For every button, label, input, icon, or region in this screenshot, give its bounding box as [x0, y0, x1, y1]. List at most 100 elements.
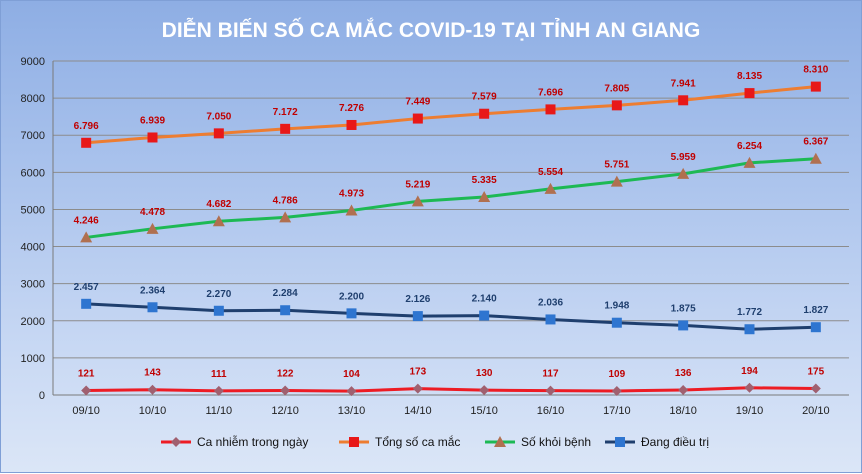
- x-tick-label: 12/10: [271, 405, 299, 417]
- x-tick-label: 16/10: [537, 405, 565, 417]
- data-label: 1.875: [671, 303, 696, 314]
- data-label: 6.367: [803, 137, 828, 148]
- data-label: 4.973: [339, 188, 364, 199]
- data-point: [147, 132, 158, 143]
- series-line: [85, 157, 816, 239]
- data-point: [810, 383, 821, 394]
- data-label: 7.050: [206, 111, 231, 122]
- x-tick-label: 10/10: [139, 405, 167, 417]
- legend-marker: [171, 437, 181, 447]
- data-label: 8.310: [803, 65, 828, 76]
- data-label: 5.335: [472, 175, 497, 186]
- data-point: [412, 311, 423, 322]
- data-point: [412, 113, 423, 124]
- series-line: [86, 85, 816, 145]
- data-point: [744, 382, 755, 393]
- data-point: [545, 385, 556, 396]
- data-label: 5.751: [604, 160, 629, 171]
- data-label: 4.786: [273, 195, 298, 206]
- data-point: [611, 385, 622, 396]
- data-point: [279, 211, 292, 223]
- data-label: 2.284: [273, 288, 298, 299]
- data-label: 2.036: [538, 297, 563, 308]
- data-point: [345, 204, 358, 216]
- data-label: 4.682: [206, 199, 231, 210]
- data-point: [213, 305, 224, 316]
- data-point: [213, 128, 224, 139]
- legend-marker: [615, 437, 625, 447]
- data-point: [678, 95, 689, 106]
- legend-label: Đang điều trị: [641, 435, 709, 449]
- data-label: 4.246: [74, 215, 99, 226]
- data-point: [213, 385, 224, 396]
- data-point: [346, 386, 357, 397]
- data-point: [81, 298, 92, 309]
- data-point: [611, 100, 622, 111]
- data-label: 122: [277, 368, 294, 379]
- data-point: [744, 324, 755, 335]
- data-label: 7.941: [671, 78, 696, 89]
- y-tick-label: 2000: [21, 316, 45, 328]
- legend-label: Tổng số ca mắc: [375, 434, 460, 449]
- data-point: [346, 119, 357, 130]
- legend-marker: [349, 437, 359, 447]
- x-tick-label: 19/10: [736, 405, 764, 417]
- data-label: 5.959: [671, 152, 696, 163]
- data-point: [81, 137, 92, 148]
- data-label: 2.140: [472, 294, 497, 305]
- data-label: 130: [476, 368, 493, 379]
- data-point: [147, 302, 158, 313]
- legend-label: Số khỏi bệnh: [521, 435, 591, 449]
- x-tick-label: 13/10: [338, 405, 366, 417]
- data-label: 8.135: [737, 71, 762, 82]
- legend-marker: [494, 436, 506, 447]
- data-label: 104: [343, 369, 360, 380]
- data-label: 1.948: [604, 301, 629, 312]
- data-point: [280, 385, 291, 396]
- data-label: 1.827: [803, 305, 828, 316]
- data-label: 5.554: [538, 167, 563, 178]
- data-point: [610, 175, 623, 187]
- y-tick-label: 3000: [21, 279, 45, 291]
- x-tick-label: 20/10: [802, 405, 830, 417]
- data-point: [212, 215, 225, 227]
- x-tick-label: 14/10: [404, 405, 432, 417]
- data-point: [146, 222, 159, 234]
- data-label: 143: [144, 368, 161, 379]
- data-label: 111: [211, 369, 227, 380]
- data-point: [545, 104, 556, 115]
- data-label: 2.364: [140, 285, 165, 296]
- y-tick-label: 6000: [21, 167, 45, 179]
- data-label: 6.254: [737, 141, 762, 152]
- x-tick-label: 11/10: [205, 405, 232, 417]
- y-tick-label: 4000: [21, 242, 45, 254]
- data-label: 2.126: [405, 294, 430, 305]
- data-point: [346, 308, 357, 319]
- data-label: 109: [608, 369, 625, 380]
- data-label: 4.478: [140, 207, 165, 218]
- data-label: 121: [78, 369, 95, 380]
- data-point: [479, 310, 490, 321]
- data-label: 2.457: [74, 282, 99, 293]
- data-point: [411, 195, 424, 207]
- y-tick-label: 9000: [21, 56, 45, 68]
- data-point: [545, 314, 556, 325]
- data-point: [809, 152, 822, 164]
- y-tick-label: 0: [39, 390, 45, 402]
- data-point: [810, 81, 821, 92]
- data-label: 7.579: [472, 92, 497, 103]
- data-label: 117: [542, 369, 559, 380]
- data-point: [280, 123, 291, 134]
- y-tick-label: 1000: [21, 353, 45, 365]
- data-point: [479, 108, 490, 119]
- data-label: 175: [807, 367, 824, 378]
- chart-title: DIỄN BIẾN SỐ CA MẮC COVID-19 TẠI TỈNH AN…: [161, 19, 701, 42]
- data-point: [478, 191, 491, 203]
- data-label: 7.696: [538, 87, 563, 98]
- data-label: 1.772: [737, 307, 762, 318]
- data-label: 7.172: [273, 107, 298, 118]
- y-tick-label: 8000: [21, 93, 45, 105]
- data-point: [611, 317, 622, 328]
